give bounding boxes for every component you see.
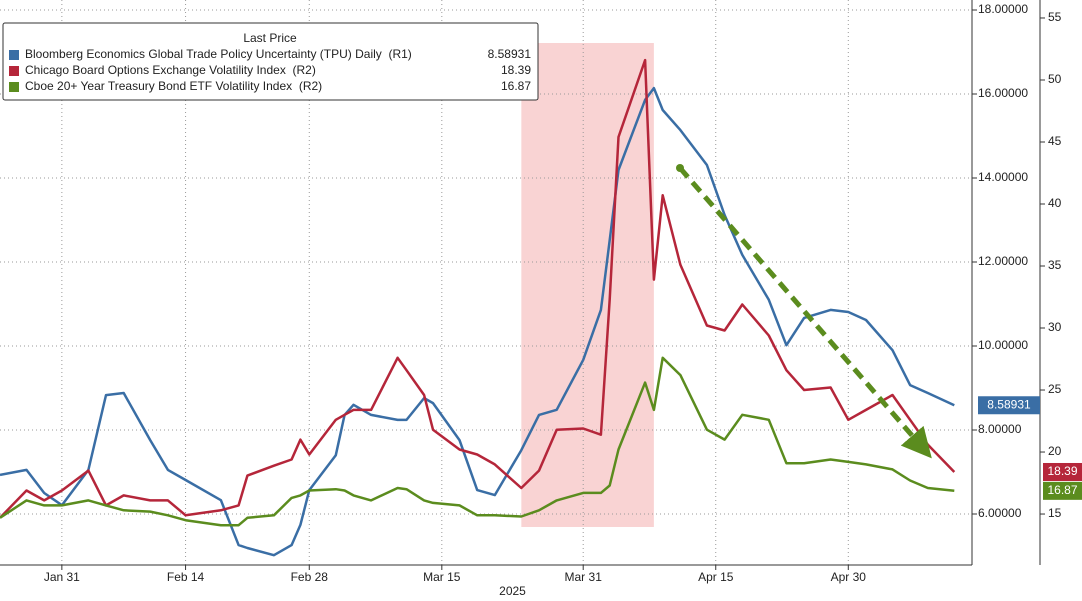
- highlight-band: [521, 43, 654, 527]
- y-tick-label: 14.00000: [978, 170, 1028, 184]
- series-line: [0, 356, 955, 527]
- legend-title: Last Price: [243, 31, 297, 45]
- last-value-label: 18.39: [1047, 464, 1077, 478]
- y-tick-label: 18.00000: [978, 2, 1028, 16]
- last-value-tag: [978, 396, 1040, 415]
- x-tick-label: Apr 30: [831, 570, 867, 584]
- legend-value: 18.39: [501, 63, 531, 77]
- y2-tick-label: 55: [1048, 10, 1062, 24]
- legend-label: Chicago Board Options Exchange Volatilit…: [25, 63, 316, 77]
- legend-swatch: [9, 66, 19, 76]
- y2-tick-label: 15: [1048, 506, 1062, 520]
- arrow-start: [676, 164, 684, 172]
- last-value-tag: [1043, 481, 1082, 500]
- series-line: [0, 86, 955, 557]
- last-value-label: 16.87: [1047, 483, 1077, 497]
- x-tick-label: Mar 31: [565, 570, 603, 584]
- x-tick-label: Feb 14: [167, 570, 205, 584]
- y2-tick-label: 30: [1048, 320, 1062, 334]
- x-axis-label: 2025: [499, 584, 526, 598]
- y2-tick-label: 35: [1048, 258, 1062, 272]
- series-line: [0, 58, 956, 519]
- y2-tick-label: 25: [1048, 382, 1062, 396]
- y-tick-label: 12.00000: [978, 254, 1028, 268]
- x-tick-label: Jan 31: [44, 570, 80, 584]
- legend-value: 8.58931: [488, 47, 532, 61]
- legend-swatch: [9, 82, 19, 92]
- legend-label: Cboe 20+ Year Treasury Bond ETF Volatili…: [25, 79, 322, 93]
- x-tick-label: Mar 15: [423, 570, 461, 584]
- legend-box: [2, 22, 539, 101]
- y2-tick-label: 40: [1048, 196, 1062, 210]
- trend-arrow: [678, 166, 932, 459]
- y-tick-label: 6.00000: [978, 506, 1022, 520]
- x-tick-label: Feb 28: [291, 570, 329, 584]
- legend-label: Bloomberg Economics Global Trade Policy …: [25, 47, 412, 61]
- y-tick-label: 8.00000: [978, 422, 1022, 436]
- legend-value: 16.87: [501, 79, 531, 93]
- last-value-tag: [1043, 462, 1082, 481]
- y2-tick-label: 50: [1048, 72, 1062, 86]
- y2-tick-label: 45: [1048, 134, 1062, 148]
- last-value-label: 8.58931: [987, 397, 1031, 411]
- y2-tick-label: 20: [1048, 444, 1062, 458]
- y-tick-label: 10.00000: [978, 338, 1028, 352]
- x-tick-label: Apr 15: [698, 570, 734, 584]
- legend-swatch: [9, 50, 19, 60]
- y-tick-label: 16.00000: [978, 86, 1028, 100]
